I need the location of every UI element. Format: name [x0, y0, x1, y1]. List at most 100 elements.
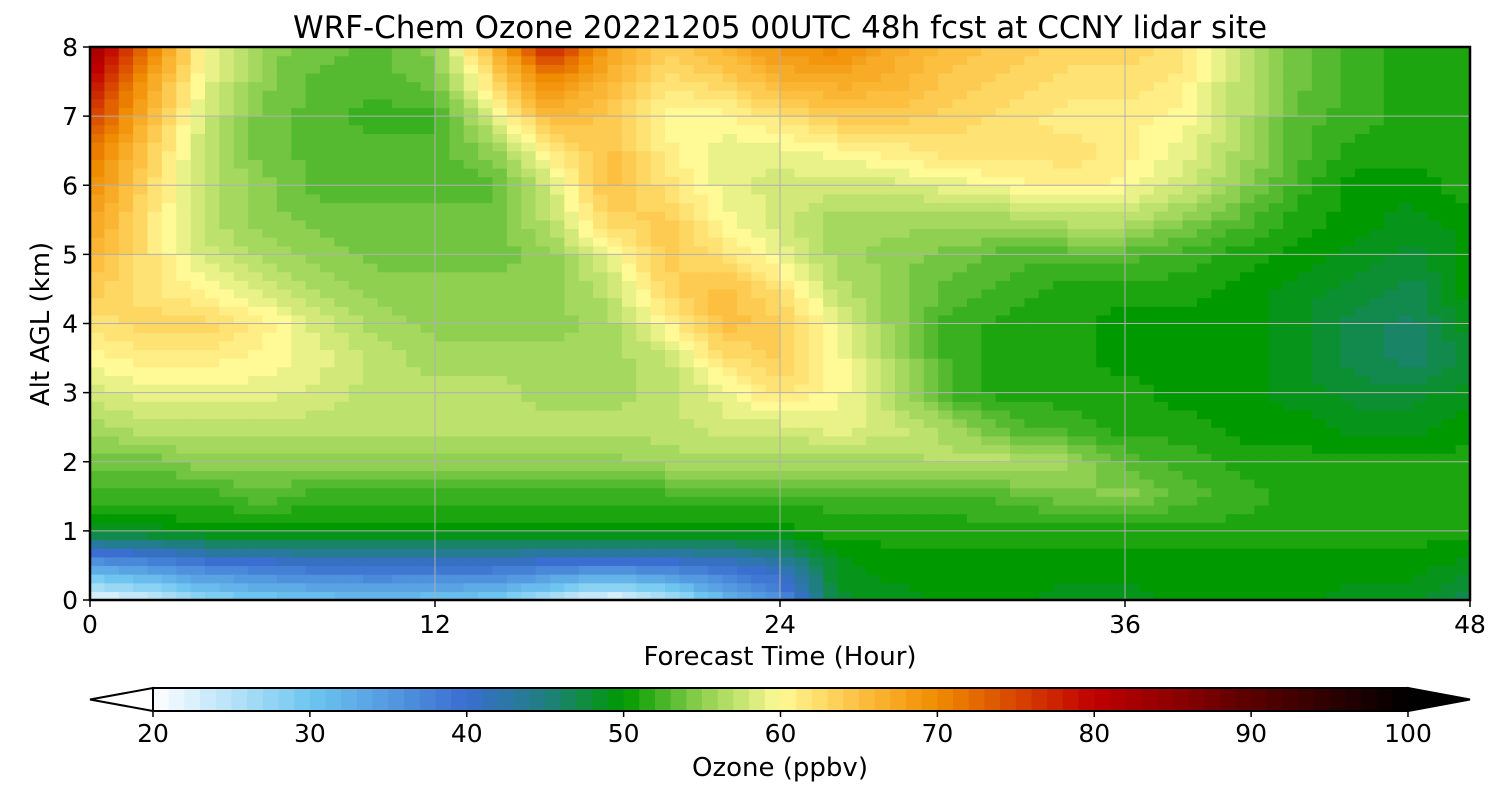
- contour-cell: [506, 297, 522, 307]
- contour-cell: [1110, 427, 1126, 437]
- contour-cell: [1383, 150, 1399, 160]
- contour-cell: [449, 271, 465, 281]
- contour-cell: [1010, 314, 1025, 325]
- contour-cell: [348, 513, 364, 523]
- contour-cell: [133, 548, 149, 558]
- contour-cell: [837, 496, 853, 506]
- contour-cell: [909, 496, 925, 506]
- contour-cell: [607, 297, 623, 307]
- contour-cell: [521, 219, 537, 230]
- contour-cell: [133, 332, 149, 342]
- contour-cell: [751, 401, 767, 411]
- contour-cell: [938, 332, 954, 342]
- contour-cell: [1225, 409, 1241, 420]
- contour-cell: [679, 530, 695, 541]
- contour-cell: [1254, 591, 1270, 600]
- contour-cell: [1355, 323, 1370, 333]
- contour-cell: [1096, 504, 1112, 515]
- contour-cell: [1240, 288, 1255, 299]
- contour-cell: [1426, 314, 1442, 325]
- contour-cell: [765, 150, 781, 160]
- contour-cell: [1182, 159, 1198, 169]
- contour-cell: [219, 582, 235, 592]
- contour-cell: [909, 349, 925, 359]
- contour-cell: [1053, 245, 1069, 255]
- contour-cell: [1383, 496, 1399, 506]
- contour-cell: [1297, 591, 1313, 600]
- contour-cell: [880, 435, 896, 446]
- contour-cell: [550, 539, 565, 549]
- contour-cell: [1081, 409, 1097, 420]
- contour-cell: [679, 358, 695, 368]
- contour-cell: [952, 150, 968, 160]
- contour-cell: [190, 297, 206, 307]
- contour-cell: [564, 323, 580, 333]
- contour-cell: [435, 504, 450, 515]
- contour-cell: [90, 245, 105, 255]
- contour-cell: [1010, 582, 1025, 592]
- contour-cell: [233, 219, 249, 230]
- contour-cell: [995, 383, 1011, 394]
- contour-cell: [1426, 159, 1442, 169]
- contour-cell: [837, 418, 853, 428]
- contour-cell: [1340, 375, 1356, 385]
- contour-cell: [794, 383, 810, 394]
- contour-cell: [880, 479, 896, 489]
- contour-cell: [1211, 193, 1227, 204]
- contour-cell: [133, 150, 149, 160]
- contour-cell: [420, 332, 436, 342]
- contour-cell: [463, 219, 479, 230]
- contour-cell: [406, 565, 422, 575]
- contour-cell: [1383, 582, 1399, 592]
- contour-cell: [895, 228, 910, 238]
- contour-cell: [593, 245, 609, 255]
- contour-cell: [1455, 427, 1470, 437]
- contour-cell: [952, 340, 968, 351]
- contour-cell: [233, 435, 249, 446]
- contour-cell: [1139, 556, 1155, 567]
- contour-cell: [823, 504, 839, 515]
- contour-cell: [1254, 314, 1270, 325]
- contour-cell: [1340, 496, 1356, 506]
- contour-cell: [607, 513, 623, 523]
- contour-cell: [449, 556, 465, 567]
- contour-cell: [621, 159, 637, 169]
- contour-cell: [463, 392, 479, 402]
- contour-cell: [521, 280, 537, 290]
- contour-cell: [521, 306, 537, 316]
- contour-cell: [966, 496, 982, 506]
- contour-cell: [938, 444, 954, 454]
- contour-cell: [305, 574, 321, 584]
- contour-cell: [1110, 366, 1126, 376]
- contour-cell: [564, 375, 580, 385]
- contour-cell: [823, 167, 839, 178]
- contour-cell: [90, 461, 105, 471]
- contour-cell: [578, 288, 594, 299]
- contour-cell: [334, 358, 350, 368]
- contour-cell: [1211, 358, 1227, 368]
- contour-cell: [521, 401, 537, 411]
- contour-cell: [535, 185, 551, 195]
- contour-cell: [780, 453, 795, 463]
- contour-cell: [1053, 530, 1069, 541]
- contour-cell: [650, 219, 666, 230]
- contour-cell: [736, 297, 752, 307]
- contour-cell: [1441, 288, 1457, 299]
- contour-cell: [736, 263, 752, 273]
- contour-cell: [909, 556, 925, 567]
- contour-cell: [808, 427, 824, 437]
- contour-cell: [736, 323, 752, 333]
- contour-cell: [190, 245, 206, 255]
- contour-cell: [176, 427, 192, 437]
- contour-cell: [1441, 271, 1457, 281]
- contour-cell: [780, 349, 795, 359]
- contour-cell: [1412, 556, 1428, 567]
- contour-cell: [880, 487, 896, 497]
- contour-cell: [1010, 297, 1025, 307]
- contour-cell: [794, 358, 810, 368]
- contour-cell: [363, 513, 379, 523]
- contour-cell: [463, 435, 479, 446]
- contour-cell: [420, 392, 436, 402]
- contour-cell: [233, 539, 249, 549]
- contour-cell: [823, 358, 839, 368]
